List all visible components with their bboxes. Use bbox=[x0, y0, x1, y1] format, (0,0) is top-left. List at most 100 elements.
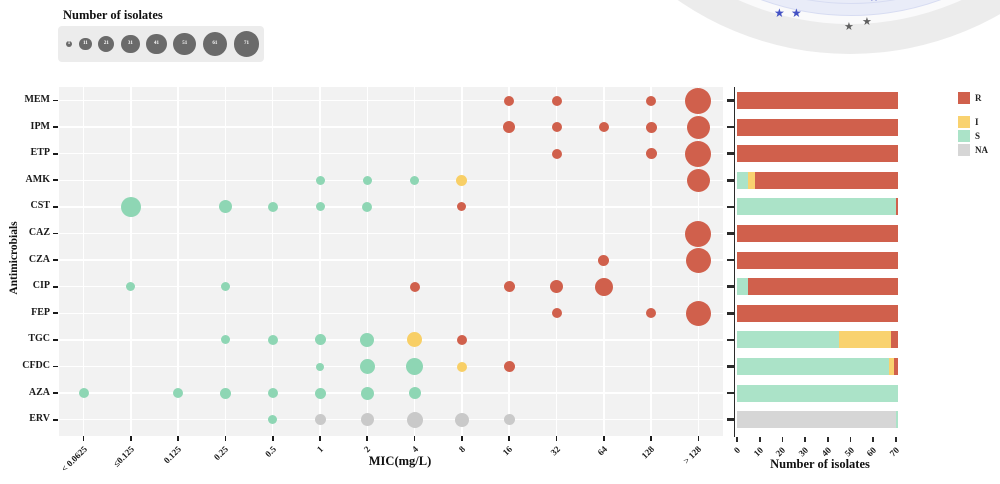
bar-row-TGC bbox=[737, 331, 899, 349]
y-axis-tick bbox=[53, 99, 58, 102]
y-tick-label: CAZ bbox=[28, 227, 50, 238]
partial-polar-plot: ★ ★ ★ ★ ★ bbox=[0, 0, 1000, 70]
bar-segment-S bbox=[737, 331, 840, 349]
bubble-CIP-0.25 bbox=[220, 282, 230, 292]
bar-row-IPM bbox=[737, 118, 899, 136]
size-legend-bubble: 21 bbox=[98, 35, 115, 53]
x-axis-title: MIC(mg/L) bbox=[368, 454, 432, 468]
legend-label: NA bbox=[975, 145, 988, 155]
bar-x-tick bbox=[758, 437, 761, 442]
x-axis-tick bbox=[177, 436, 179, 441]
x-axis-tick bbox=[271, 436, 274, 441]
x-axis-tick bbox=[602, 436, 605, 441]
y-axis-tick bbox=[53, 365, 58, 368]
gridline-h bbox=[59, 206, 723, 208]
x-axis-tick bbox=[82, 436, 85, 441]
y-axis-tick bbox=[53, 232, 58, 235]
bubble-AZA-0.5 bbox=[267, 388, 278, 399]
legend-swatch-R bbox=[958, 92, 970, 104]
bar-y-tick bbox=[727, 125, 735, 129]
bar-y-tick bbox=[727, 99, 735, 102]
bubble-CZA-64 bbox=[598, 254, 610, 266]
bar-row-AMK bbox=[737, 171, 899, 189]
bar-row-MEM bbox=[737, 92, 899, 109]
bubble-AMK-8 bbox=[456, 174, 468, 186]
star-icon: ★ bbox=[774, 6, 785, 20]
bubble-CFDC-4 bbox=[406, 358, 424, 375]
y-tick-label: MEM bbox=[24, 94, 50, 105]
bubble-FEP-128 bbox=[646, 308, 657, 319]
gridline-h bbox=[59, 179, 723, 182]
bubble-FEP-> 128 bbox=[685, 300, 711, 326]
bubble-IPM-32 bbox=[551, 122, 562, 133]
x-tick-label: < 0.0625 bbox=[58, 444, 89, 474]
bubble-CFDC-2 bbox=[359, 359, 375, 374]
x-axis-tick bbox=[366, 436, 369, 441]
bubble-CST-8 bbox=[457, 202, 467, 212]
bubble-MEM-16 bbox=[504, 95, 515, 106]
bar-segment-S bbox=[737, 278, 749, 296]
y-axis-tick bbox=[53, 152, 58, 155]
bar-y-tick bbox=[727, 258, 735, 262]
x-axis-tick bbox=[461, 436, 463, 441]
y-axis-tick bbox=[53, 312, 58, 315]
y-tick-label: AMK bbox=[25, 173, 50, 185]
bar-segment-S bbox=[737, 358, 890, 375]
gridline-h bbox=[59, 418, 723, 421]
x-axis-tick bbox=[508, 436, 511, 441]
gridline-v bbox=[413, 87, 416, 436]
bubble-CST-2 bbox=[362, 201, 373, 212]
gridline-v bbox=[82, 87, 85, 436]
bar-segment-R bbox=[893, 358, 899, 375]
bar-segment-I bbox=[748, 171, 756, 189]
bubble-AZA-< 0.0625 bbox=[78, 388, 89, 399]
bar-row-FEP bbox=[737, 304, 899, 322]
gridline-v bbox=[271, 87, 274, 436]
bubble-AZA-1 bbox=[314, 387, 326, 399]
bubble-MEM-128 bbox=[646, 95, 657, 106]
size-legend-title: Number of isolates bbox=[63, 8, 163, 22]
y-tick-label: TGC bbox=[28, 333, 50, 345]
size-legend-bubble: 1 bbox=[65, 40, 73, 48]
bubble-ETP-> 128 bbox=[685, 140, 712, 167]
y-tick-label: ETP bbox=[30, 147, 50, 159]
y-axis-tick bbox=[53, 179, 58, 182]
gridline-v bbox=[130, 87, 132, 436]
bubble-IPM-16 bbox=[503, 121, 516, 134]
legend-swatch-NA bbox=[958, 144, 970, 156]
star-icon: ★ bbox=[791, 6, 802, 20]
gridline-h bbox=[59, 99, 723, 102]
bubble-TGC-4 bbox=[407, 332, 423, 348]
y-tick-label: FEP bbox=[31, 306, 50, 318]
bubble-CIP-16 bbox=[503, 281, 515, 293]
bar-segment-R bbox=[895, 198, 899, 216]
bubble-AZA-4 bbox=[408, 387, 421, 400]
gridline-h bbox=[59, 339, 723, 341]
bar-y-tick bbox=[727, 312, 735, 315]
bar-segment-R bbox=[737, 304, 899, 322]
bar-segment-R bbox=[737, 225, 899, 242]
gridline-v bbox=[461, 87, 463, 436]
bar-row-CZA bbox=[737, 251, 899, 269]
gridline-h bbox=[59, 312, 723, 315]
bubble-ERV-0.5 bbox=[268, 415, 278, 425]
bar-y-tick bbox=[727, 285, 735, 288]
bubble-CST-0.5 bbox=[267, 201, 278, 212]
bubble-CST-0.25 bbox=[218, 200, 232, 214]
bubble-CST-≤0.125 bbox=[120, 196, 141, 217]
legend-item-R: R bbox=[958, 92, 998, 104]
size-legend-bubble: 31 bbox=[121, 34, 140, 54]
x-axis-tick bbox=[555, 436, 558, 441]
bar-y-tick bbox=[727, 365, 735, 368]
legend-label: R bbox=[975, 93, 982, 103]
bubble-CFDC-8 bbox=[456, 361, 467, 372]
bar-segment-R bbox=[737, 92, 899, 109]
y-tick-label: CFDC bbox=[22, 360, 50, 371]
y-tick-label: AZA bbox=[28, 386, 50, 398]
bar-x-tick bbox=[849, 437, 852, 442]
bubble-ETP-32 bbox=[551, 148, 562, 159]
y-axis-tick bbox=[53, 259, 58, 261]
gridline-v bbox=[650, 87, 652, 436]
y-tick-label: CIP bbox=[32, 280, 50, 292]
